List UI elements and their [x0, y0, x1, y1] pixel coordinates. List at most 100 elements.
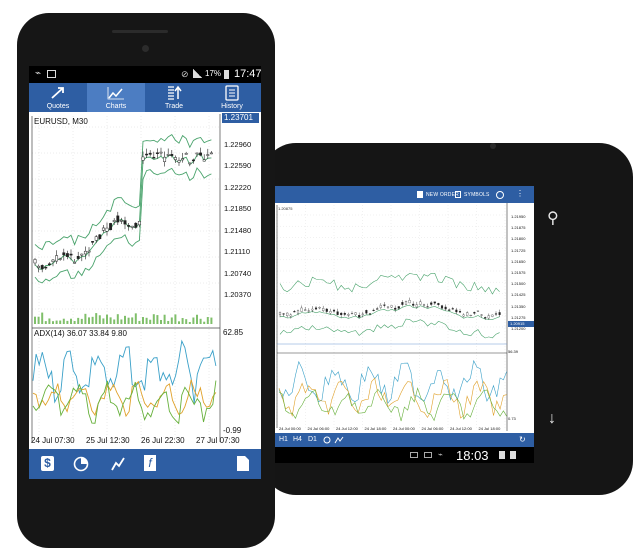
candle [55, 255, 59, 262]
usb-icon: ⌁ [35, 68, 42, 79]
mute-icon: ⊘ [181, 69, 189, 79]
tablet-price-tick: 1.21350 [511, 303, 526, 309]
candle [80, 253, 84, 256]
new-order-button[interactable]: NEW ORDER [426, 192, 459, 198]
tablet-time-tick: 24 Jul 06:00 [307, 426, 330, 431]
tablet-candle [336, 311, 339, 315]
tablet-current-price: 1.20915 [508, 321, 534, 327]
candle [159, 151, 163, 154]
tablet-pie-icon[interactable] [323, 436, 331, 444]
tablet-candle [484, 317, 487, 319]
tab-trade[interactable]: Trade [145, 83, 203, 112]
tablet-candle [311, 308, 314, 311]
tablet-candle [329, 311, 332, 314]
tablet-photo-icon [410, 452, 418, 458]
candle [137, 221, 141, 226]
pie-icon[interactable] [73, 456, 89, 472]
tablet-system-bar: ⌁ 18:03 [275, 447, 534, 463]
tablet-candle [368, 313, 372, 315]
tablet-candle [358, 315, 361, 318]
battery-icon [224, 70, 229, 79]
tablet-candle [426, 306, 429, 308]
phone-indicator-min: -0.99 [223, 426, 242, 435]
tablet-chart[interactable] [275, 203, 534, 433]
tablet-candle [307, 310, 310, 312]
candle [202, 159, 206, 162]
tablet-candle [383, 304, 386, 306]
tablet-screen: NEW ORDER SYMBOLS ⋮ 1.20875 1.20915 56.3… [275, 186, 534, 463]
timeframe-h4[interactable]: H4 [293, 436, 302, 443]
tablet-sync-icon[interactable]: ↻ [519, 435, 526, 444]
signal-icon [193, 69, 202, 78]
chat-icon[interactable] [496, 191, 504, 199]
tablet-usb-icon: ⌁ [438, 450, 443, 459]
candle [134, 222, 138, 228]
tab-history[interactable]: History [203, 83, 261, 112]
phone-indicator-label: ADX(14) 36.07 33.84 9.80 [34, 329, 127, 338]
tablet-search-key-icon[interactable]: ⚲ [547, 210, 559, 227]
tablet-screenshot-icon [424, 452, 432, 458]
tablet-candle [455, 309, 458, 313]
phone-price-tick: 1.20370 [224, 290, 252, 299]
tablet-price-tick: 1.21800 [511, 236, 526, 242]
tablet-candle [386, 306, 390, 308]
candle [123, 220, 127, 225]
tablet-indicator-icon[interactable] [334, 436, 344, 444]
tablet-candle [372, 309, 375, 312]
tablet-candle [397, 306, 400, 309]
tablet-back-key-icon[interactable]: ↓ [548, 410, 556, 427]
tablet-candle [340, 312, 343, 315]
tablet-candle [300, 307, 303, 312]
candle [181, 158, 185, 161]
overflow-menu-icon[interactable]: ⋮ [516, 189, 524, 198]
timeframe-h1[interactable]: H1 [279, 436, 288, 443]
indicator-icon[interactable] [110, 456, 126, 472]
candle [98, 234, 102, 239]
phone-price-tick: 1.20740 [224, 268, 252, 278]
tablet-price-tick: 1.21500 [511, 281, 526, 287]
candle [155, 152, 159, 154]
tablet-candle [350, 312, 354, 315]
candle [148, 152, 152, 155]
tablet-price-tick: 1.21200 [511, 326, 526, 331]
candle [141, 156, 145, 161]
candle [73, 262, 77, 264]
new-order-icon [417, 191, 423, 198]
tab-quotes[interactable]: Quotes [29, 83, 87, 112]
tablet-candle [361, 313, 364, 315]
quotes-icon [51, 87, 64, 99]
candle [152, 156, 156, 159]
symbols-button[interactable]: SYMBOLS [464, 192, 490, 198]
tablet-candle [394, 307, 397, 310]
candle [37, 265, 41, 268]
candle [191, 159, 195, 162]
objects-icon[interactable] [236, 455, 250, 472]
tablet-action-bar: NEW ORDER SYMBOLS ⋮ [275, 186, 534, 203]
tablet-candle [473, 311, 476, 314]
candle [199, 152, 203, 156]
tablet-time-tick: 24 Jul 18:00 [478, 426, 501, 431]
tablet-status-time: 18:03 [456, 448, 489, 463]
candle [209, 152, 213, 155]
phone-current-price: 1.23701 [222, 113, 259, 123]
symbols-icon [455, 191, 461, 198]
tab-charts[interactable]: Charts [87, 83, 145, 112]
battery-percent: 17% [205, 69, 222, 78]
tablet-candle [282, 313, 285, 315]
tablet-candle [318, 307, 321, 309]
dollar-icon[interactable]: $ [41, 456, 54, 471]
tablet-time-tick: 24 Jul 00:00 [279, 426, 301, 431]
tablet-candle [415, 304, 418, 308]
tablet-candle [476, 310, 480, 312]
tablet-candle [347, 314, 350, 316]
phone-camera [142, 45, 149, 52]
tablet-candle [487, 315, 490, 319]
timeframe-d1[interactable]: D1 [308, 436, 317, 443]
phone-chart-symbol: EURUSD, M30 [34, 117, 88, 126]
function-icon[interactable]: f [144, 455, 156, 471]
tablet-candle [466, 312, 469, 316]
phone-chart[interactable] [29, 112, 261, 449]
tablet-candle [404, 301, 408, 305]
tablet-candle [401, 302, 404, 305]
phone-time-tick: 25 Jul 12:30 [86, 436, 130, 445]
